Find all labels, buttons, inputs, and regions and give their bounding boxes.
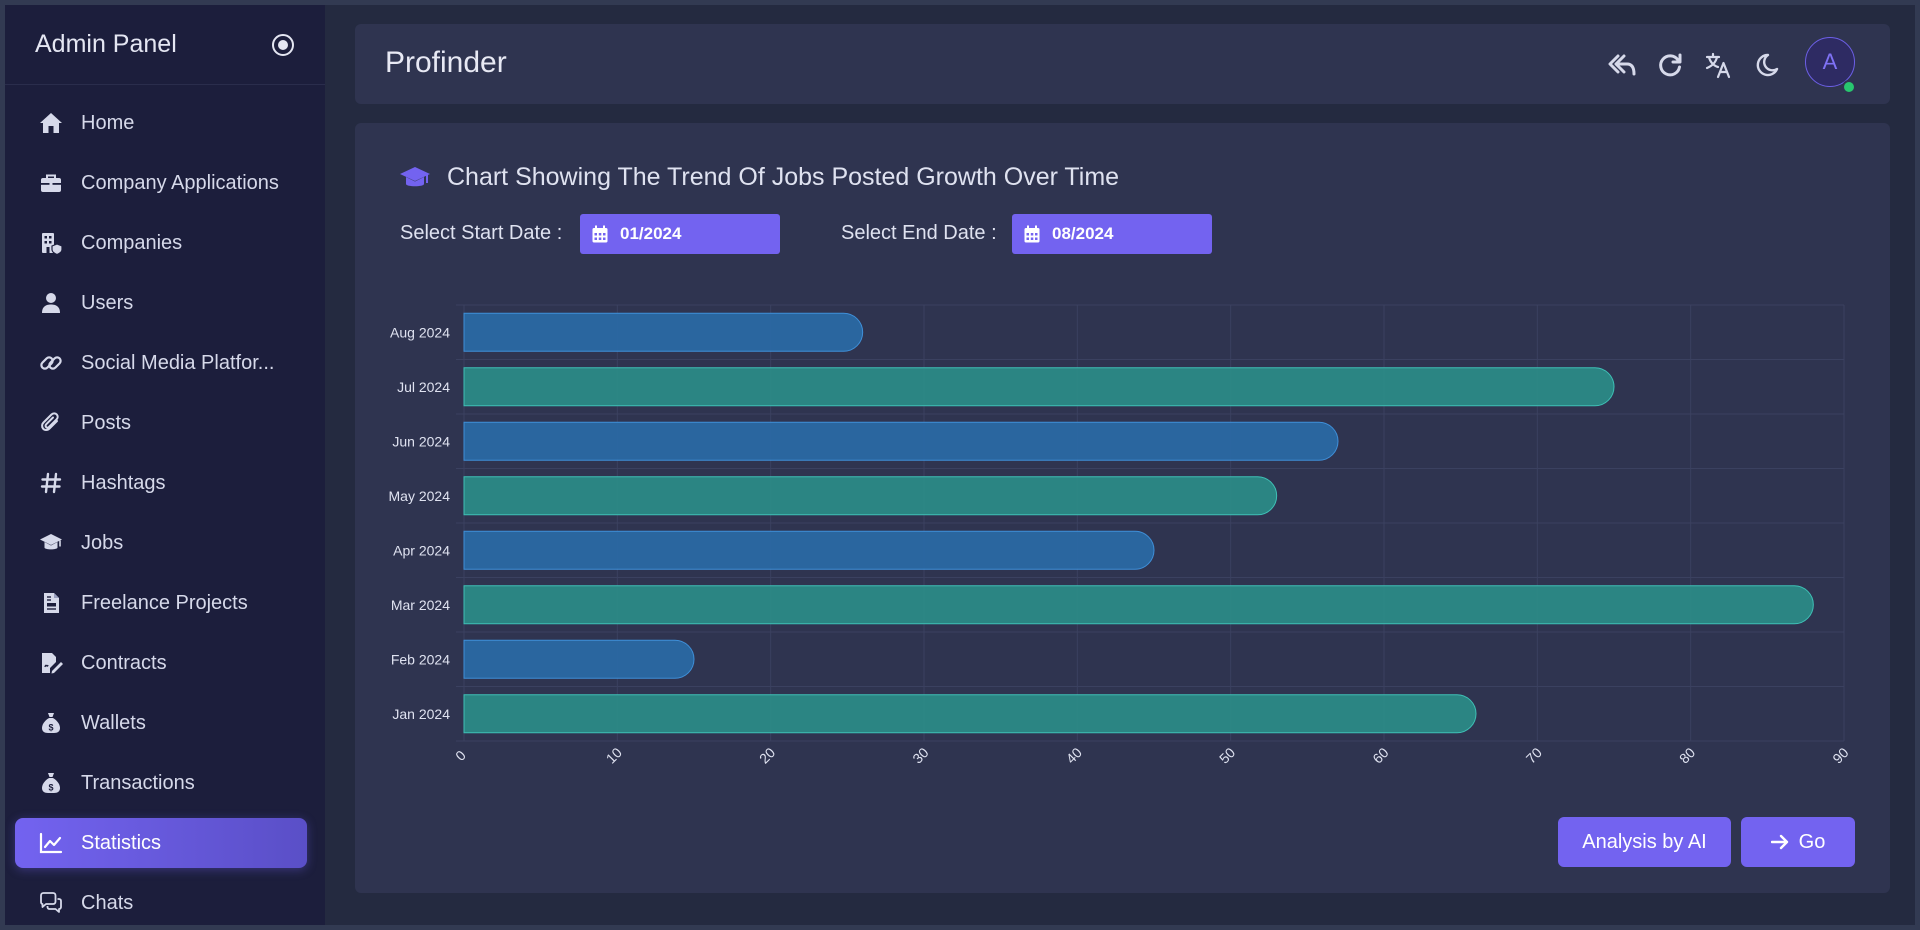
sidebar-item-label: Contracts — [81, 651, 167, 674]
sidebar-item-label: Posts — [81, 411, 132, 434]
x-tick-label: 90 — [1829, 744, 1851, 766]
y-tick-label: Apr 2024 — [393, 542, 450, 558]
analysis-by-ai-button[interactable]: Analysis by AI — [1558, 817, 1731, 867]
sidebar-item-label: Companies — [81, 231, 183, 254]
x-tick-label: 20 — [756, 744, 778, 766]
sidebar-item-label: Freelance Projects — [81, 591, 248, 614]
sidebar-item-label: Hashtags — [81, 471, 166, 494]
refresh-icon[interactable] — [1655, 50, 1685, 80]
file-invoice-icon — [39, 591, 63, 615]
sidebar-item-label: Social Media Platfor... — [81, 351, 275, 374]
start-date-label: Select Start Date : — [400, 222, 563, 244]
x-tick-label: 40 — [1063, 744, 1085, 766]
sidebar-item-jobs[interactable]: Jobs — [15, 518, 307, 568]
chart-line-icon — [39, 831, 63, 855]
sidebar-item-hashtags[interactable]: Hashtags — [15, 458, 307, 508]
y-tick-label: May 2024 — [389, 488, 451, 504]
bar-jul-2024 — [463, 367, 1615, 407]
x-tick-label: 0 — [452, 747, 469, 764]
user-icon — [39, 291, 63, 315]
sidebar-item-wallets[interactable]: $ Wallets — [15, 698, 307, 748]
sidebar-item-social-media-platfor[interactable]: Social Media Platfor... — [15, 338, 307, 388]
y-tick-label: Mar 2024 — [391, 597, 450, 613]
home-icon — [39, 111, 63, 135]
link-icon — [39, 351, 63, 375]
sidebar-item-freelance-projects[interactable]: Freelance Projects — [15, 578, 307, 628]
graduation-cap-icon — [39, 531, 63, 555]
x-tick-label: 60 — [1369, 744, 1391, 766]
sidebar-header: Admin Panel — [5, 5, 325, 85]
start-date-input[interactable]: 01/2024 — [580, 214, 780, 254]
sidebar-item-label: Chats — [81, 891, 134, 914]
sidebar-item-label: Users — [81, 291, 134, 314]
sidebar-item-label: Statistics — [81, 831, 162, 854]
building-icon — [39, 231, 63, 255]
reply-all-icon[interactable] — [1607, 50, 1637, 80]
comments-icon — [39, 891, 63, 915]
calendar-icon — [1024, 225, 1040, 243]
arrow-right-icon — [1770, 834, 1789, 850]
briefcase-icon — [39, 171, 63, 195]
sidebar-item-users[interactable]: Users — [15, 278, 307, 328]
end-date-label: Select End Date : — [841, 222, 997, 244]
bar-jan-2024 — [463, 694, 1477, 734]
bar-aug-2024 — [463, 312, 864, 352]
x-tick-label: 10 — [603, 744, 625, 766]
sidebar-item-label: Jobs — [81, 531, 124, 554]
y-tick-label: Aug 2024 — [390, 324, 450, 340]
bar-mar-2024 — [463, 585, 1814, 625]
sidebar: Admin Panel Home Company Applications Comp… — [5, 5, 325, 925]
card-header: Chart Showing The Trend Of Jobs Posted G… — [399, 163, 1119, 192]
x-tick-label: 30 — [909, 744, 931, 766]
go-button[interactable]: Go — [1741, 817, 1855, 867]
sidebar-item-posts[interactable]: Posts — [15, 398, 307, 448]
online-status-dot — [1842, 80, 1856, 94]
sidebar-item-transactions[interactable]: $ Transactions — [15, 758, 307, 808]
sidebar-item-company-applications[interactable]: Company Applications — [15, 158, 307, 208]
moon-icon[interactable] — [1752, 50, 1782, 80]
avatar[interactable]: A — [1805, 37, 1855, 87]
x-tick-label: 50 — [1216, 744, 1238, 766]
sidebar-item-label: Transactions — [81, 771, 195, 794]
money-bag-icon: $ — [39, 771, 63, 795]
sidebar-item-label: Home — [81, 111, 135, 134]
sidebar-item-contracts[interactable]: Contracts — [15, 638, 307, 688]
page-title: Profinder — [385, 46, 507, 79]
y-tick-label: Jan 2024 — [392, 706, 450, 722]
money-bag-icon: $ — [39, 711, 63, 735]
x-tick-label: 80 — [1676, 744, 1698, 766]
sidebar-item-companies[interactable]: Companies — [15, 218, 307, 268]
start-date-value: 01/2024 — [620, 224, 682, 243]
chart-card: Chart Showing The Trend Of Jobs Posted G… — [355, 123, 1890, 893]
bar-jun-2024 — [463, 421, 1339, 461]
sidebar-toggle-icon[interactable] — [271, 33, 295, 57]
topbar: Profinder A — [355, 24, 1890, 104]
end-date-value: 08/2024 — [1052, 224, 1114, 243]
svg-text:$: $ — [48, 723, 53, 733]
y-tick-label: Jul 2024 — [397, 379, 450, 395]
sidebar-item-statistics[interactable]: Statistics — [15, 818, 307, 868]
y-tick-label: Jun 2024 — [392, 433, 450, 449]
sidebar-item-label: Wallets — [81, 711, 146, 734]
bar-may-2024 — [463, 476, 1278, 516]
translate-icon[interactable] — [1703, 50, 1733, 80]
go-button-label: Go — [1798, 830, 1826, 853]
file-signature-icon — [39, 651, 63, 675]
hashtag-icon — [39, 471, 63, 495]
sidebar-item-home[interactable]: Home — [15, 98, 307, 148]
end-date-input[interactable]: 08/2024 — [1012, 214, 1212, 254]
sidebar-item-chats[interactable]: Chats — [15, 878, 307, 925]
app-frame: Admin Panel Home Company Applications Comp… — [5, 5, 1915, 925]
bar-feb-2024 — [463, 639, 695, 679]
svg-text:$: $ — [48, 783, 53, 793]
y-tick-label: Feb 2024 — [391, 651, 450, 667]
x-tick-label: 70 — [1523, 744, 1545, 766]
calendar-icon — [592, 225, 608, 243]
sidebar-item-label: Company Applications — [81, 171, 279, 194]
chart-title: Chart Showing The Trend Of Jobs Posted G… — [447, 163, 1120, 191]
sidebar-title: Admin Panel — [35, 30, 177, 58]
graduation-cap-icon — [399, 165, 431, 191]
paperclip-icon — [39, 411, 63, 435]
bar-apr-2024 — [463, 530, 1155, 570]
